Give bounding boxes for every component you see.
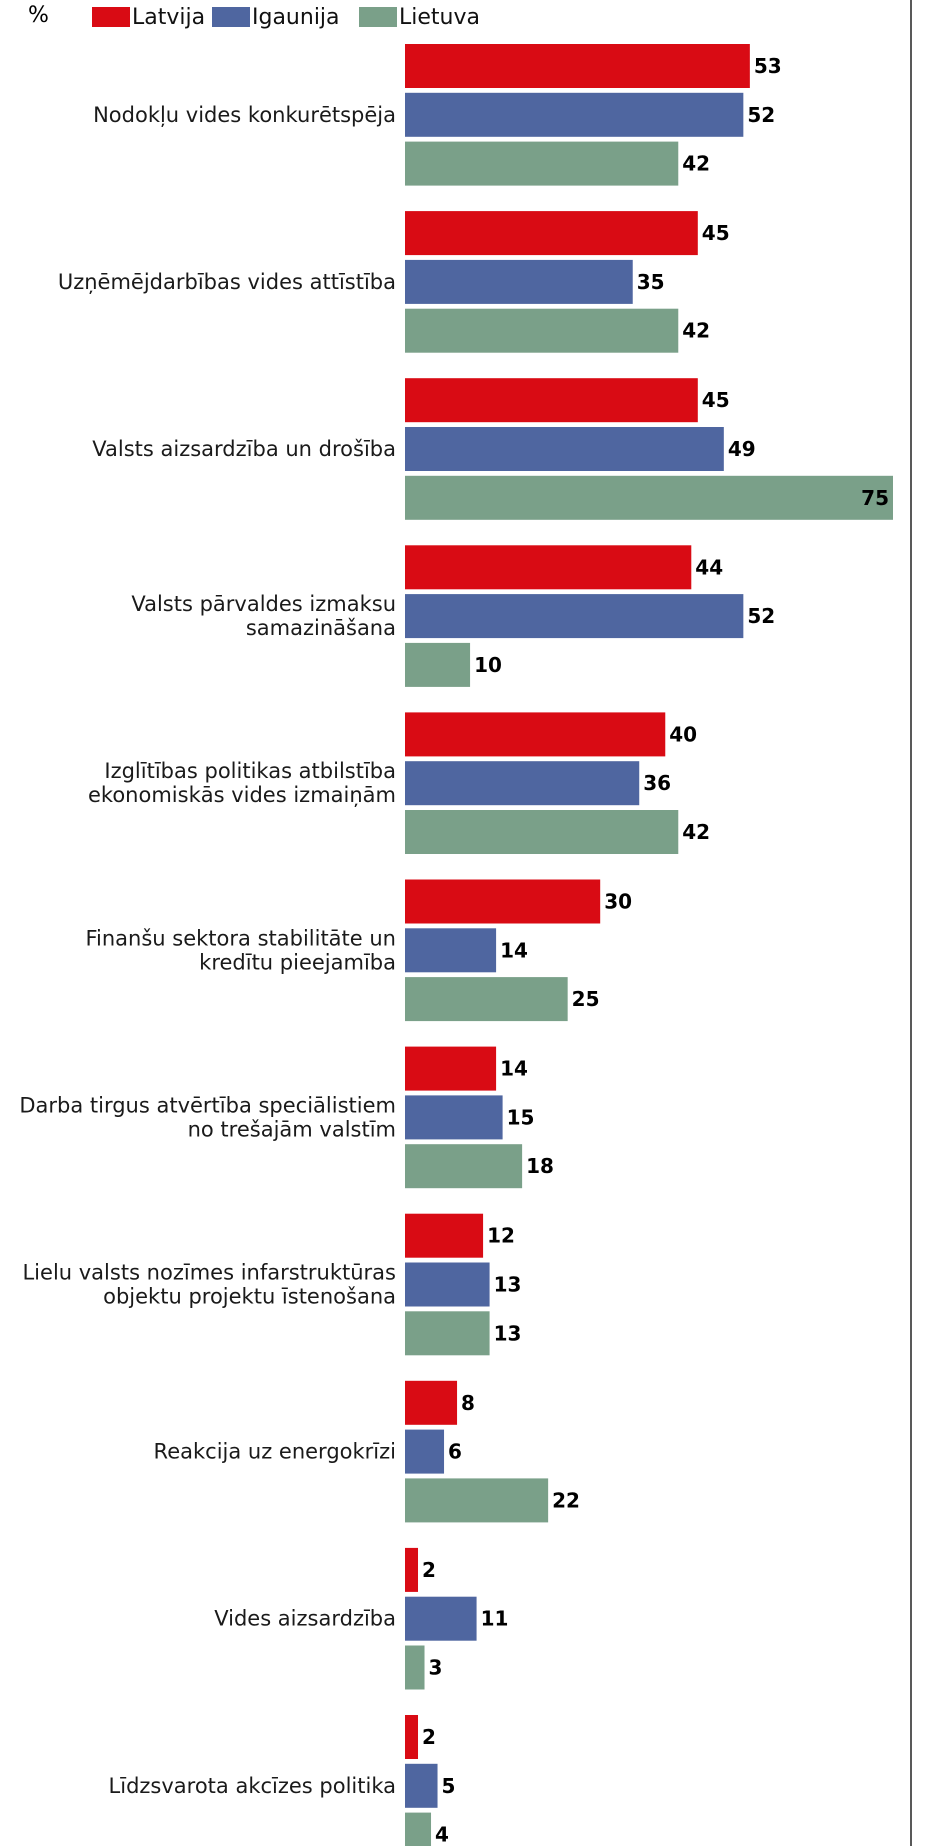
bar-igaunija <box>405 928 497 973</box>
category-label: Lielu valsts nozīmes infarstruktūras obje… <box>22 1261 396 1309</box>
value-label: 42 <box>682 820 710 844</box>
bar-lietuva <box>405 1645 425 1690</box>
value-label: 13 <box>494 1321 522 1345</box>
value-label: 2 <box>422 1725 436 1749</box>
category-label: Reakcija uz energokrīzi <box>154 1440 396 1464</box>
bar-latvija <box>405 545 692 590</box>
value-label: 40 <box>669 722 697 746</box>
category-label: Izglītības politikas atbilstība ekonomisk… <box>88 759 396 807</box>
value-label: 42 <box>682 152 710 176</box>
legend-swatch <box>212 7 250 27</box>
value-label: 12 <box>487 1224 515 1248</box>
value-label: 15 <box>507 1105 535 1129</box>
unit-label: % <box>28 3 49 28</box>
legend-item-latvija: Latvija <box>92 4 206 30</box>
value-label: 10 <box>474 653 502 677</box>
bar-latvija <box>405 1547 419 1592</box>
value-label: 13 <box>494 1273 522 1297</box>
category-label: Līdzsvarota akcīzes politika <box>109 1774 396 1798</box>
value-label: 11 <box>481 1607 509 1631</box>
legend: % Latvija Igaunija Lietuva <box>0 0 900 34</box>
value-label: 3 <box>429 1656 443 1680</box>
bar-igaunija <box>405 427 724 471</box>
bar-latvija <box>405 1715 419 1759</box>
legend-label: Latvija <box>132 4 206 30</box>
bar-igaunija <box>405 1429 445 1474</box>
value-label: 45 <box>702 388 730 412</box>
bar-igaunija <box>405 92 744 137</box>
bar-igaunija <box>405 761 640 806</box>
value-label: 35 <box>637 270 665 294</box>
category-label: Uzņēmējdarbības vides attīstība <box>58 270 396 294</box>
bar-latvija <box>405 712 666 757</box>
category-label: Valsts pārvaldes izmaksu samazināšana <box>131 592 396 640</box>
value-label: 25 <box>572 987 600 1011</box>
legend-label: Igaunija <box>252 4 340 30</box>
value-label: 4 <box>435 1823 449 1846</box>
category-label: Nodokļu vides konkurētspēja <box>93 103 396 127</box>
bar-lietuva <box>405 1144 523 1189</box>
legend-swatch <box>92 7 130 27</box>
value-label: 22 <box>552 1488 580 1512</box>
bar-latvija <box>405 378 698 423</box>
bar-latvija <box>405 1213 484 1258</box>
bar-igaunija <box>405 1596 477 1641</box>
value-label: 52 <box>747 103 775 127</box>
value-label: 30 <box>604 890 632 914</box>
value-label: 44 <box>695 555 723 579</box>
value-label: 6 <box>448 1440 462 1464</box>
bar-lietuva <box>405 1812 432 1846</box>
category-label: Darba tirgus atvērtība speciālistiem no t… <box>19 1093 396 1141</box>
legend-swatch <box>359 7 397 27</box>
value-label: 5 <box>442 1774 456 1798</box>
bar-lietuva <box>405 308 679 353</box>
bar-lietuva <box>405 810 679 854</box>
bar-igaunija <box>405 594 744 639</box>
bar-lietuva <box>405 642 471 687</box>
legend-item-lietuva: Lietuva <box>359 4 480 30</box>
bar-igaunija <box>405 1763 438 1808</box>
legend-item-igaunija: Igaunija <box>212 4 340 30</box>
bar-igaunija <box>405 1095 503 1140</box>
bar-igaunija <box>405 1262 490 1307</box>
bar-lietuva <box>405 977 568 1022</box>
value-label: 42 <box>682 319 710 343</box>
bar-lietuva <box>405 141 679 186</box>
bar-latvija <box>405 1380 458 1425</box>
value-label: 2 <box>422 1558 436 1582</box>
value-label: 18 <box>526 1154 554 1178</box>
value-label: 36 <box>643 771 671 795</box>
bar-lietuva <box>405 475 893 520</box>
category-label: Vides aizsardzība <box>214 1607 396 1631</box>
legend-label: Lietuva <box>399 4 480 30</box>
bar-lietuva <box>405 1311 490 1356</box>
value-label: 14 <box>500 1057 528 1081</box>
category-label: Finanšu sektora stabilitāte un kredītu pi… <box>85 926 396 974</box>
bar-latvija <box>405 1046 497 1091</box>
value-label: 14 <box>500 938 528 962</box>
bar-latvija <box>405 879 601 924</box>
bar-igaunija <box>405 259 633 304</box>
value-label: 8 <box>461 1391 475 1415</box>
value-label: 49 <box>728 437 756 461</box>
value-label: 45 <box>702 221 730 245</box>
value-label: 75 <box>861 486 889 510</box>
value-label: 52 <box>747 604 775 628</box>
bar-latvija <box>405 44 750 88</box>
bar-lietuva <box>405 1478 549 1523</box>
bar-latvija <box>405 211 698 256</box>
value-label: 53 <box>754 54 782 78</box>
category-label: Valsts aizsardzība un drošība <box>92 437 396 461</box>
